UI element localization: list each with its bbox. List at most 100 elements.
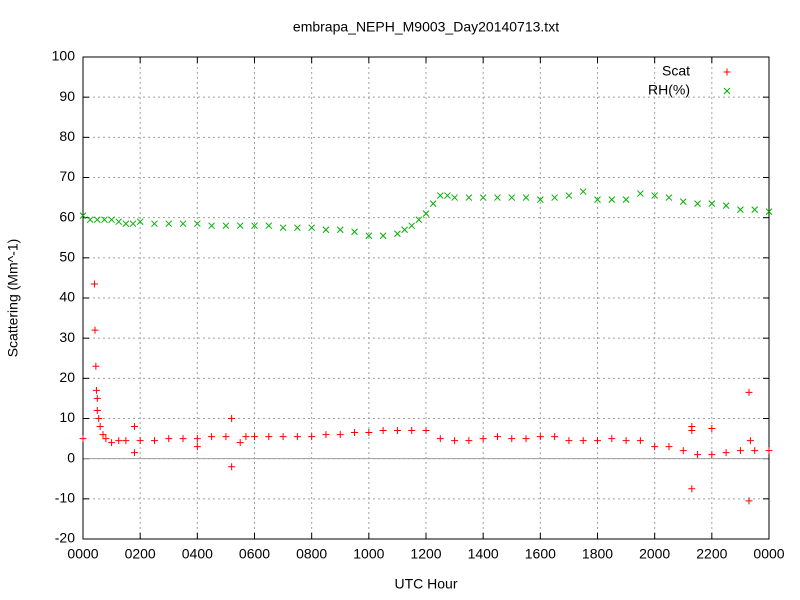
point [551,433,559,441]
x-tick-label: 0800 [296,546,327,562]
x-tick-label: 1000 [353,546,384,562]
point [108,216,115,224]
point [208,222,215,230]
x-tick-label: 0400 [182,546,213,562]
point [251,222,258,230]
point [86,216,94,224]
point [594,437,601,445]
y-tick-label: 0 [67,449,75,465]
point [93,406,101,414]
point [608,196,616,203]
point [91,326,99,334]
x-tick-label: 0200 [125,546,156,562]
point [608,435,616,443]
point [79,435,87,443]
point [279,433,287,441]
point [99,431,107,439]
point [408,427,416,435]
point [479,194,487,201]
x-tick-label: 2200 [696,546,727,562]
point [351,429,359,437]
point [293,433,301,441]
point [422,427,430,435]
point [379,427,387,435]
legend-marker [723,87,731,95]
y-tick-label: 20 [59,369,75,385]
point [694,200,701,207]
point [208,433,216,441]
point [745,388,753,396]
point [365,232,373,240]
point [265,433,273,441]
x-tick-label: 1600 [525,546,556,562]
point [522,194,530,201]
x-tick-label: 0000 [67,546,98,562]
point [129,220,137,228]
point [393,427,401,435]
y-tick-label: 100 [52,48,76,64]
point [93,394,101,402]
point [401,226,408,234]
point [444,192,451,199]
point [694,451,702,459]
point [150,437,158,445]
point [279,224,287,232]
point [536,196,544,203]
point [408,222,416,230]
point [479,435,487,443]
point [522,435,530,443]
point [508,435,516,443]
point [193,220,201,228]
point [422,210,430,218]
point [688,485,696,493]
point [622,437,630,445]
chart-title: embrapa_NEPH_M9003_Day20140713.txt [293,19,559,35]
point [179,220,187,228]
legend-label: Scat [662,63,690,79]
x-tick-label: 0600 [239,546,270,562]
point [765,447,773,455]
legend-label: RH(%) [648,82,690,98]
point [451,437,459,445]
point [92,386,100,394]
point [242,433,250,441]
point [679,447,687,455]
point [765,208,773,215]
x-tick-label: 1200 [410,546,441,562]
y-tick-label: 30 [59,329,75,345]
point [108,439,116,447]
point [122,437,130,445]
point [708,451,716,459]
point [265,222,273,230]
point [737,206,744,213]
point [96,423,104,431]
point [745,497,753,505]
point [294,224,301,232]
y-tick-label: -10 [55,490,75,506]
point [746,437,754,445]
point [365,429,373,437]
point [115,437,123,445]
point [130,423,138,431]
point [394,230,401,238]
point [251,433,258,441]
point [336,431,344,439]
y-tick-label: 10 [59,409,75,425]
point [722,202,730,209]
point [708,425,716,433]
point [493,433,501,441]
point [115,218,123,226]
point [193,435,201,443]
point [136,437,144,445]
y-tick-label: -20 [55,530,75,546]
point [379,232,387,240]
legend-marker [723,68,731,76]
point [436,192,444,199]
point [193,443,201,451]
point [751,206,759,213]
point [336,226,344,234]
point [101,216,108,224]
y-axis-label: Scattering (Mm^-1) [5,239,21,358]
